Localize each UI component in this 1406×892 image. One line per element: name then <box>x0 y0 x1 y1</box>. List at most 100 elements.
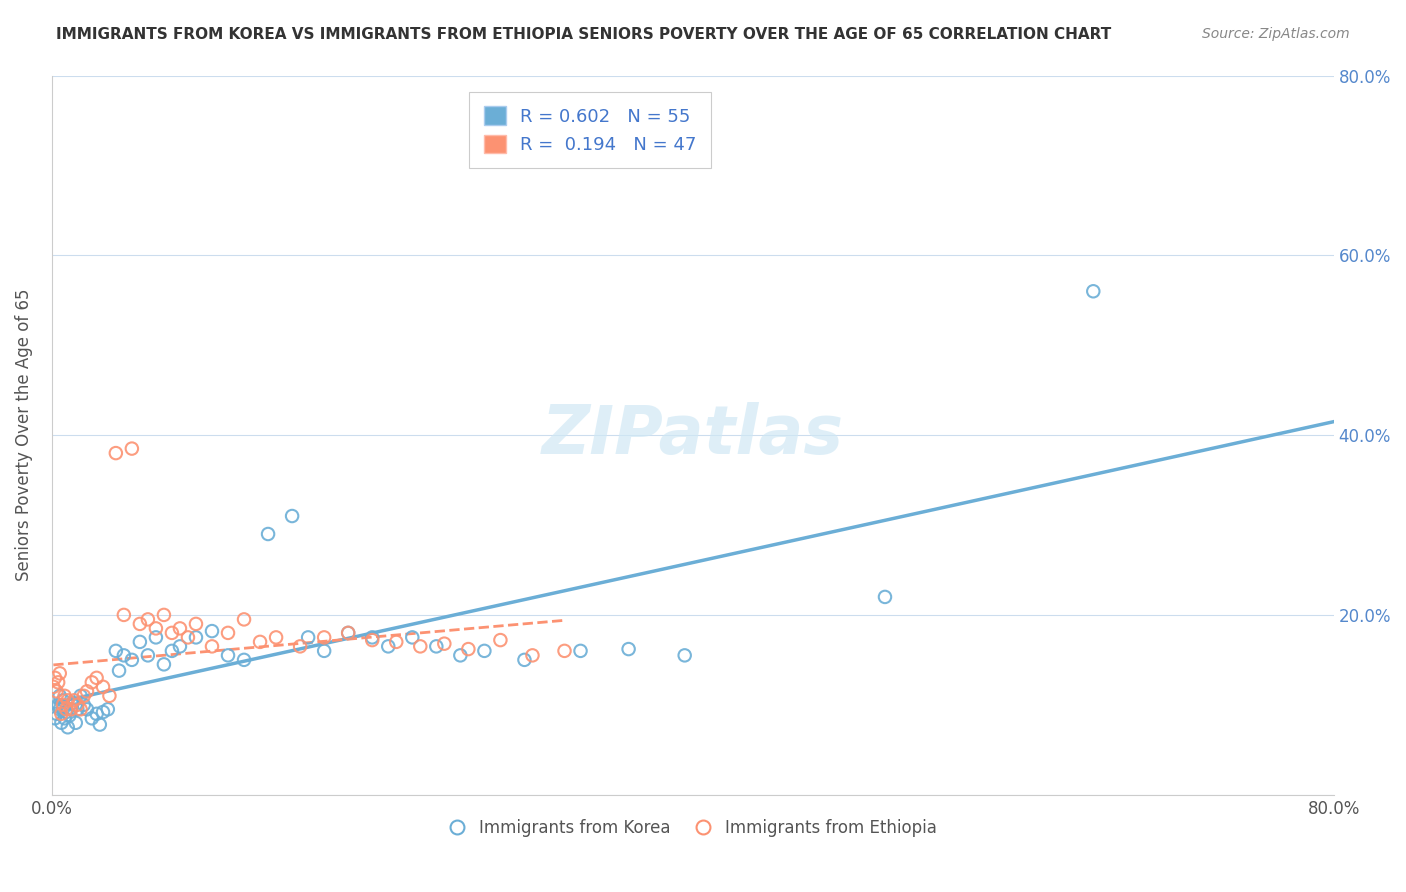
Y-axis label: Seniors Poverty Over the Age of 65: Seniors Poverty Over the Age of 65 <box>15 289 32 582</box>
Point <box>249 635 271 649</box>
Point <box>86 706 108 721</box>
Point <box>52 702 75 716</box>
Point <box>160 644 183 658</box>
Point <box>44 671 66 685</box>
Point <box>121 653 143 667</box>
Point <box>49 666 72 681</box>
Point <box>169 621 191 635</box>
Point <box>385 635 408 649</box>
Point <box>569 644 592 658</box>
Point <box>56 693 79 707</box>
Point <box>217 626 239 640</box>
Point <box>337 626 360 640</box>
Point <box>553 644 575 658</box>
Text: ZIPatlas: ZIPatlas <box>541 402 844 468</box>
Point <box>136 648 159 663</box>
Text: IMMIGRANTS FROM KOREA VS IMMIGRANTS FROM ETHIOPIA SENIORS POVERTY OVER THE AGE O: IMMIGRANTS FROM KOREA VS IMMIGRANTS FROM… <box>56 27 1112 42</box>
Point <box>104 446 127 460</box>
Point <box>52 698 75 712</box>
Point <box>522 648 544 663</box>
Point <box>89 717 111 731</box>
Point <box>69 702 91 716</box>
Point <box>66 702 89 716</box>
Point <box>1083 285 1105 299</box>
Point <box>314 644 336 658</box>
Point <box>65 715 87 730</box>
Point <box>55 705 77 719</box>
Point <box>145 631 167 645</box>
Point <box>377 640 399 654</box>
Point <box>233 653 256 667</box>
Point <box>314 631 336 645</box>
Point <box>184 616 207 631</box>
Point <box>97 702 120 716</box>
Point <box>55 702 77 716</box>
Point <box>76 684 98 698</box>
Point <box>59 702 82 716</box>
Point <box>617 642 640 657</box>
Point <box>59 702 82 716</box>
Legend: Immigrants from Korea, Immigrants from Ethiopia: Immigrants from Korea, Immigrants from E… <box>441 813 943 844</box>
Point <box>513 653 536 667</box>
Point <box>128 616 150 631</box>
Point <box>53 711 76 725</box>
Point <box>80 711 103 725</box>
Point <box>449 648 471 663</box>
Point <box>91 705 114 719</box>
Point <box>73 698 96 712</box>
Point <box>489 633 512 648</box>
Point <box>361 631 384 645</box>
Point <box>46 698 69 712</box>
Point <box>112 648 135 663</box>
Point <box>63 693 86 707</box>
Point <box>673 648 696 663</box>
Text: Source: ZipAtlas.com: Source: ZipAtlas.com <box>1202 27 1350 41</box>
Point <box>433 637 456 651</box>
Point <box>46 675 69 690</box>
Point <box>145 621 167 635</box>
Point <box>153 657 176 672</box>
Point <box>474 644 496 658</box>
Point <box>45 684 67 698</box>
Point <box>86 671 108 685</box>
Point <box>457 642 479 657</box>
Point <box>128 635 150 649</box>
Point <box>873 590 896 604</box>
Point <box>108 664 131 678</box>
Point <box>361 633 384 648</box>
Point <box>66 698 89 712</box>
Point <box>62 696 84 710</box>
Point <box>121 442 143 456</box>
Point <box>281 508 304 523</box>
Point <box>73 689 96 703</box>
Point <box>80 675 103 690</box>
Point <box>264 631 287 645</box>
Point <box>104 644 127 658</box>
Point <box>177 631 200 645</box>
Point <box>69 689 91 703</box>
Point <box>297 631 319 645</box>
Point <box>91 680 114 694</box>
Point <box>98 689 121 703</box>
Point <box>169 640 191 654</box>
Point <box>136 612 159 626</box>
Point <box>49 702 72 716</box>
Point <box>184 631 207 645</box>
Point <box>217 648 239 663</box>
Point <box>52 693 75 707</box>
Point <box>201 640 224 654</box>
Point <box>53 689 76 703</box>
Point <box>42 680 65 694</box>
Point <box>112 607 135 622</box>
Point <box>58 708 80 723</box>
Point <box>160 626 183 640</box>
Point <box>76 702 98 716</box>
Point <box>425 640 447 654</box>
Point <box>401 631 423 645</box>
Point <box>288 640 311 654</box>
Point <box>201 624 224 639</box>
Point <box>257 527 280 541</box>
Point <box>44 711 66 725</box>
Point <box>337 626 360 640</box>
Point <box>153 607 176 622</box>
